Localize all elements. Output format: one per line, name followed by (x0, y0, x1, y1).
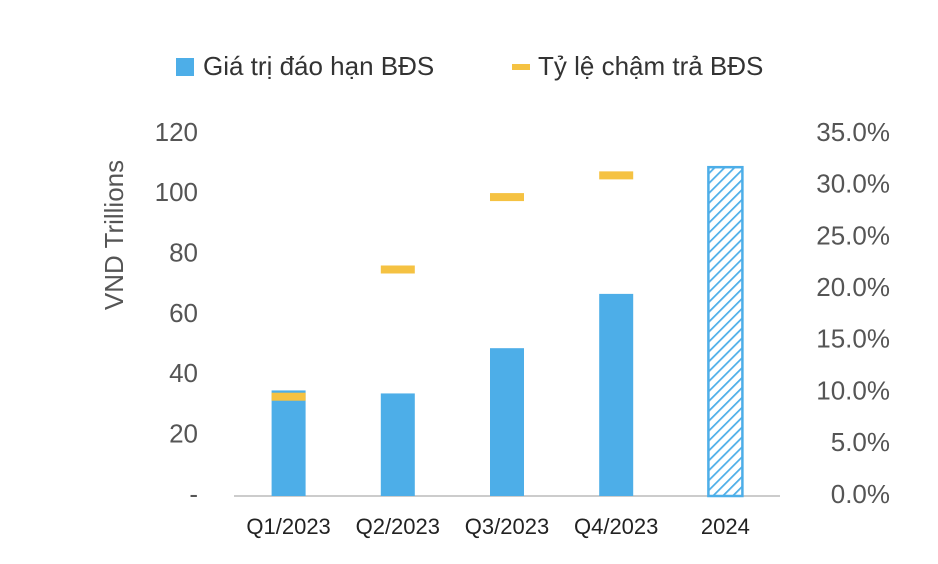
x-tick-label: Q2/2023 (356, 514, 440, 539)
bar (271, 390, 306, 496)
marker (380, 265, 415, 274)
x-tick-label: Q3/2023 (465, 514, 549, 539)
bar (490, 348, 524, 496)
y-axis-title: VND Trillions (99, 160, 129, 310)
bar (707, 165, 744, 498)
y-tick-label: 120 (155, 117, 198, 147)
legend-swatch (512, 64, 530, 70)
y2-tick-label: 25.0% (816, 220, 890, 250)
marker (271, 392, 306, 401)
legend-label: Giá trị đáo hạn BĐS (203, 51, 434, 81)
y2-tick-label: 10.0% (816, 375, 890, 405)
y2-tick-label: 15.0% (816, 324, 890, 354)
y-tick-label: - (189, 479, 198, 509)
y-tick-label: 60 (169, 298, 198, 328)
x-tick-label: 2024 (701, 514, 750, 539)
marker (490, 193, 524, 202)
x-tick-label: Q4/2023 (574, 514, 658, 539)
legend-swatch (176, 58, 194, 76)
y-tick-label: 80 (169, 238, 198, 268)
y2-tick-label: 0.0% (831, 479, 890, 509)
legend-label: Tỷ lệ chậm trả BĐS (538, 51, 763, 81)
y-tick-label: 40 (169, 358, 198, 388)
bar (599, 293, 634, 496)
y2-tick-label: 35.0% (816, 117, 890, 147)
x-tick-label: Q1/2023 (246, 514, 330, 539)
y2-tick-label: 30.0% (816, 169, 890, 199)
bar (380, 393, 415, 496)
marker (599, 171, 634, 180)
y2-tick-label: 5.0% (831, 427, 890, 457)
y2-tick-label: 20.0% (816, 272, 890, 302)
y-tick-label: 100 (155, 177, 198, 207)
y-tick-label: 20 (169, 419, 198, 449)
